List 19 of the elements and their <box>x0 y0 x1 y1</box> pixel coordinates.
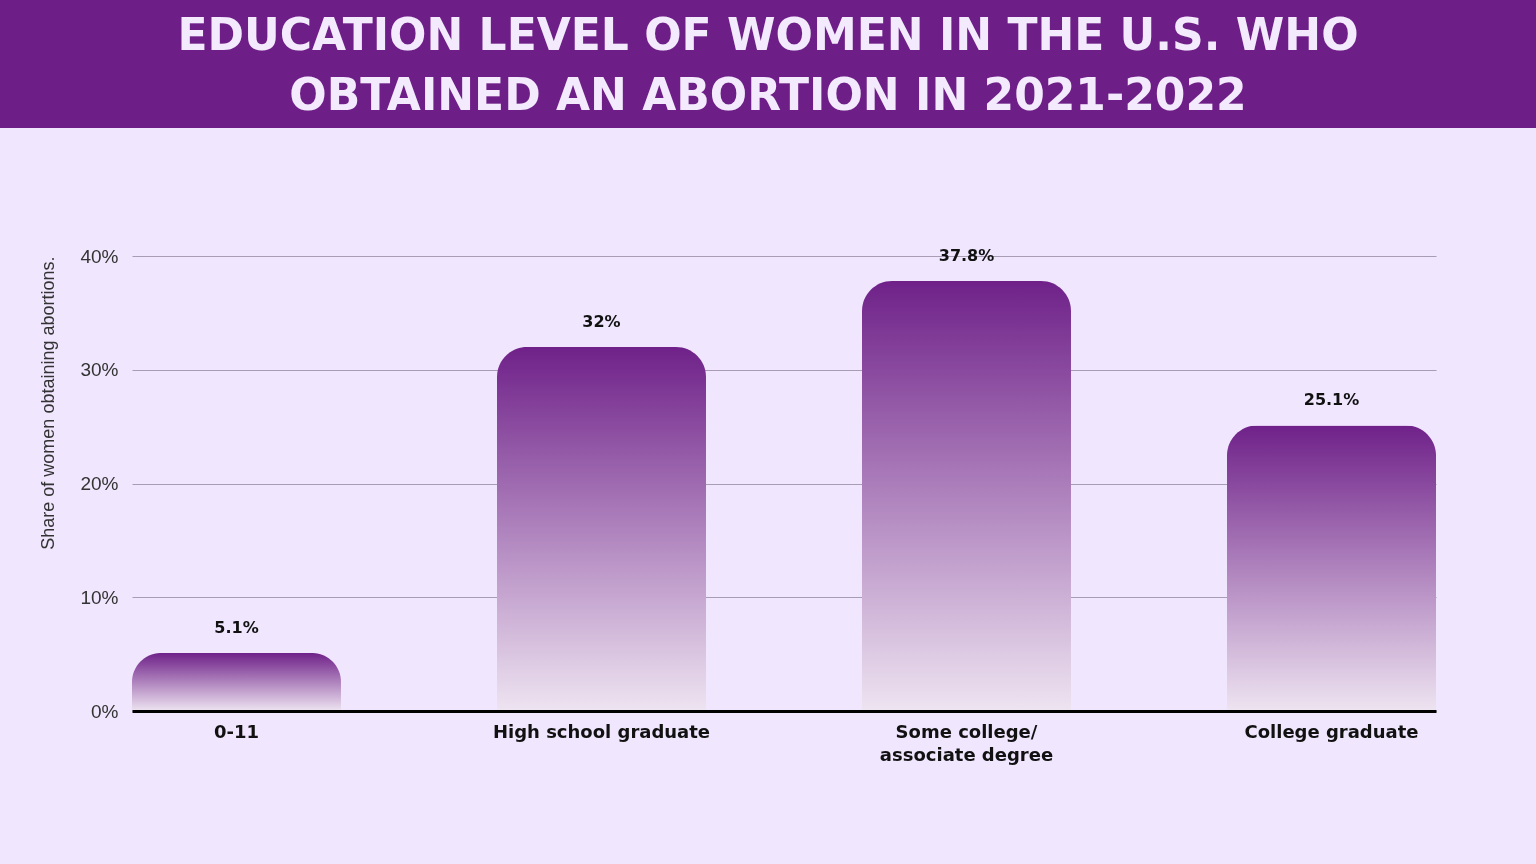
bar <box>862 281 1071 711</box>
x-tick-label: High school graduate <box>492 720 711 742</box>
bar <box>497 347 706 711</box>
data-label: 32% <box>582 312 621 331</box>
x-tick-label: 0-11 <box>213 720 260 742</box>
y-tick-label: 10% <box>80 586 119 608</box>
bar <box>132 652 341 711</box>
x-tick-label: Some college/ associate degree <box>879 720 1054 765</box>
bar <box>1227 425 1436 711</box>
y-axis-title: Share of women obtaining abortions. <box>38 256 59 550</box>
data-label: 37.8% <box>938 246 995 266</box>
y-tick-label: 0% <box>91 700 119 722</box>
data-label: 5.1% <box>214 617 259 637</box>
y-tick-label: 40% <box>80 245 119 267</box>
chart-title: EDUCATION LEVEL OF WOMEN IN THE U.S. WHO OBTAINED AN ABORTION IN 2021-2022 <box>177 9 1359 120</box>
y-tick-label: 30% <box>80 359 119 381</box>
y-tick-label: 20% <box>80 473 119 494</box>
x-tick-label: College graduate <box>1244 720 1419 742</box>
data-label: 25.1% <box>1303 390 1360 410</box>
